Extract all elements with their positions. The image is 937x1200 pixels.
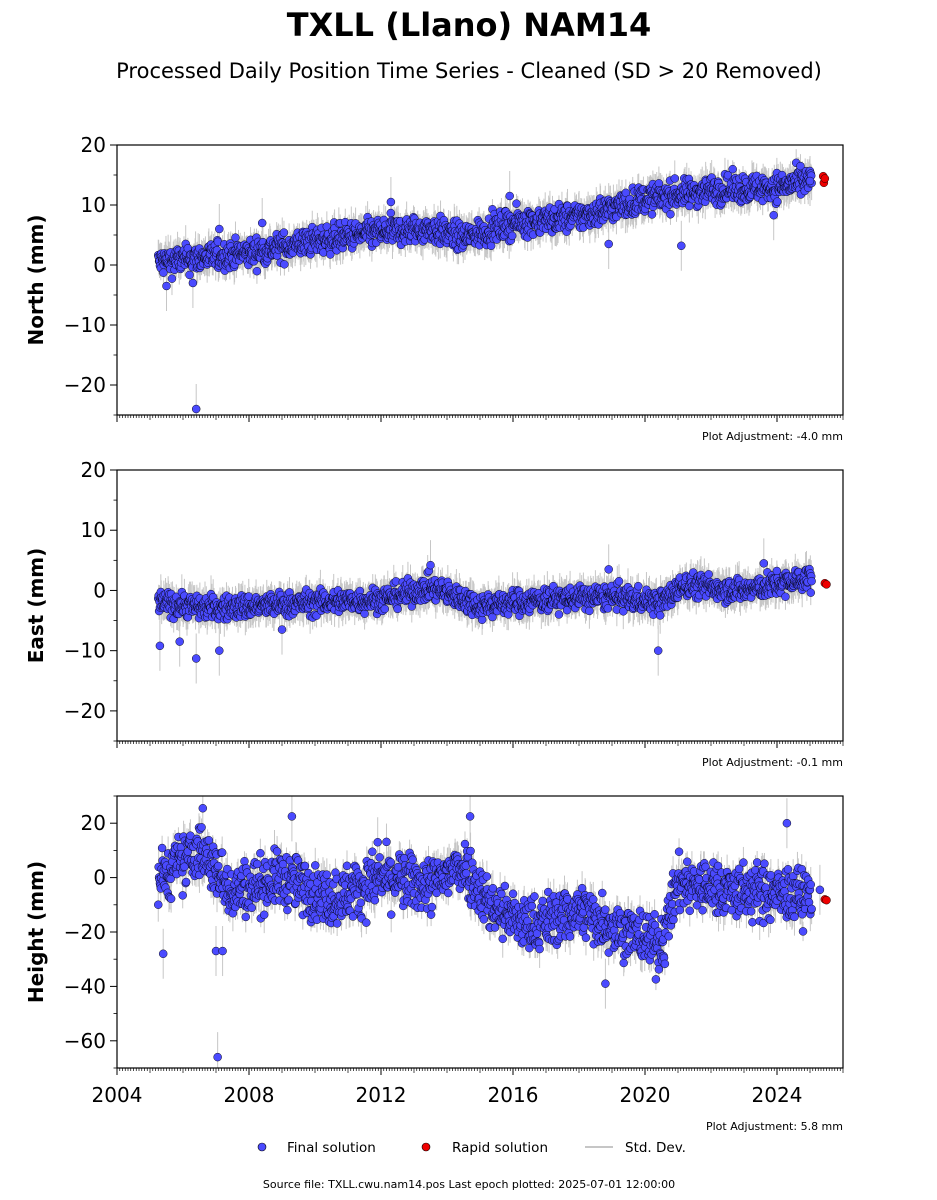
final-points xyxy=(154,158,816,414)
final-point-outlier xyxy=(215,224,224,234)
figure-subtitle: Processed Daily Position Time Series - C… xyxy=(116,59,822,83)
final-point xyxy=(723,170,733,180)
y-tick-label: 20 xyxy=(81,133,106,157)
x-axis xyxy=(116,415,844,422)
y-tick-label: 10 xyxy=(81,193,106,217)
final-point-outlier xyxy=(769,210,778,220)
figure-title: TXLL (Llano) NAM14 xyxy=(287,6,651,44)
final-point xyxy=(647,210,657,219)
final-point xyxy=(252,266,262,276)
rapid-points xyxy=(818,171,830,188)
plot-area xyxy=(154,149,830,415)
final-point-outlier xyxy=(257,218,267,228)
final-point-outlier xyxy=(677,241,686,251)
rapid-point xyxy=(820,174,830,183)
y-tick-label: 0 xyxy=(93,253,106,277)
final-point-outlier xyxy=(604,239,613,249)
final-point xyxy=(666,210,675,219)
final-point-outlier xyxy=(505,191,514,201)
y-axis: −20 −10 0 10 20 xyxy=(64,133,117,416)
final-point xyxy=(167,274,177,283)
final-point xyxy=(279,228,289,237)
final-point-outlier xyxy=(188,278,198,288)
final-point xyxy=(670,174,679,183)
panels: −20 −10 0 10 20 North (mm) Plot Adjustment: -4… xyxy=(24,133,844,1133)
final-point-outlier xyxy=(386,197,396,207)
plot-adjustment-label: Plot Adjustment: -4.0 mm xyxy=(702,430,843,443)
final-point xyxy=(512,199,521,208)
y-tick-label: −10 xyxy=(64,313,106,337)
final-point xyxy=(773,197,782,206)
final-point xyxy=(326,250,335,259)
final-point xyxy=(507,231,517,241)
final-point xyxy=(280,260,289,269)
y-axis-label: North (mm) xyxy=(24,214,48,345)
y-tick-label: −20 xyxy=(64,373,106,397)
plot-area xyxy=(154,538,831,684)
final-point xyxy=(728,164,737,174)
final-point xyxy=(231,233,240,242)
final-point xyxy=(185,270,194,280)
final-point-outlier xyxy=(805,176,815,186)
final-point xyxy=(386,208,395,218)
final-point-outlier xyxy=(162,281,171,291)
panel-0: −20 −10 0 10 20 North (mm) Plot Adjustment: -4… xyxy=(24,133,844,443)
final-point xyxy=(621,188,631,198)
final-point-outlier xyxy=(191,404,201,414)
final-points xyxy=(154,559,816,663)
